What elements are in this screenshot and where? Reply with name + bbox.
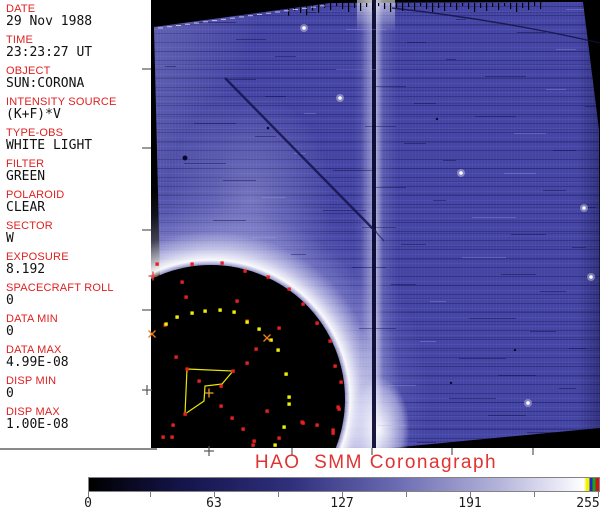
pylon-bright-top (357, 0, 395, 32)
field-label: SECTOR (6, 220, 53, 232)
pylon-dark-line (372, 0, 376, 448)
colorbar-tick (470, 492, 471, 497)
field-value: W (6, 231, 14, 246)
field-label: FILTER (6, 158, 45, 170)
field-label: OBJECT (6, 65, 51, 77)
colorbar-tick (214, 492, 215, 497)
colorbar-tick-label: 127 (330, 496, 354, 511)
pylon-left-glow (361, 0, 372, 448)
colorbar-tick (534, 492, 535, 497)
colorbar-tick (150, 492, 151, 497)
field-value: 4.99E-08 (6, 355, 69, 370)
pylon-right-glow (376, 0, 383, 448)
metadata-field: DATE 29 Nov 1988 (6, 3, 155, 29)
field-label: TYPE-OBS (6, 127, 64, 139)
colorbar-tick (88, 492, 89, 497)
metadata-field: SPACECRAFT ROLL 0 (6, 282, 155, 308)
field-label: DATA MAX (6, 344, 62, 356)
instrument-title: HAO SMM Coronagraph (254, 452, 498, 473)
field-label: DISP MAX (6, 406, 60, 418)
field-value: 0 (6, 386, 14, 401)
pylon-bright-base (347, 362, 411, 448)
field-label: DATA MIN (6, 313, 58, 325)
metadata-field: DATA MIN 0 (6, 313, 155, 339)
field-value: 23:23:27 UT (6, 45, 93, 60)
field-label: EXPOSURE (6, 251, 69, 263)
colorbar-tick-label: 0 (84, 496, 92, 511)
field-label: DATE (6, 3, 36, 15)
field-value: WHITE LIGHT (6, 138, 93, 153)
field-value: GREEN (6, 169, 46, 184)
field-value: SUN:CORONA (6, 76, 85, 91)
field-value: 8.192 (6, 262, 46, 277)
metadata-field: SECTOR W (6, 220, 155, 246)
metadata-field: INTENSITY SOURCE (K+F)*V (6, 96, 155, 122)
field-label: DISP MIN (6, 375, 57, 387)
metadata-field: FILTER GREEN (6, 158, 155, 184)
field-value: 0 (6, 293, 14, 308)
coronagraph-image (151, 0, 600, 448)
metadata-field: TYPE-OBS WHITE LIGHT (6, 127, 155, 153)
intensity-colorbar (88, 477, 600, 492)
field-value: CLEAR (6, 200, 46, 215)
field-label: INTENSITY SOURCE (6, 96, 117, 108)
metadata-field: OBJECT SUN:CORONA (6, 65, 155, 91)
metadata-field: DATA MAX 4.99E-08 (6, 344, 155, 370)
metadata-field: POLAROID CLEAR (6, 189, 155, 215)
field-value: (K+F)*V (6, 107, 61, 122)
field-label: TIME (6, 34, 34, 46)
colorbar-tick-label: 255 (576, 496, 600, 511)
metadata-field: EXPOSURE 8.192 (6, 251, 155, 277)
colorbar-tick (342, 492, 343, 497)
metadata-panel: DATE 29 Nov 1988 TIME 23:23:27 UT OBJECT SUN:… (0, 0, 157, 450)
field-value: 1.00E-08 (6, 417, 69, 432)
colorbar-tick (278, 492, 279, 497)
metadata-field: DISP MIN 0 (6, 375, 155, 401)
metadata-field: TIME 23:23:27 UT (6, 34, 155, 60)
field-value: 29 Nov 1988 (6, 14, 93, 29)
field-label: POLAROID (6, 189, 65, 201)
colorbar-tick-label: 63 (206, 496, 222, 511)
colorbar-tick (406, 492, 407, 497)
field-label: SPACECRAFT ROLL (6, 282, 114, 294)
colorbar-tick (598, 492, 599, 497)
colorbar-tick-label: 191 (458, 496, 482, 511)
metadata-field: DISP MAX 1.00E-08 (6, 406, 155, 432)
field-value: 0 (6, 324, 14, 339)
